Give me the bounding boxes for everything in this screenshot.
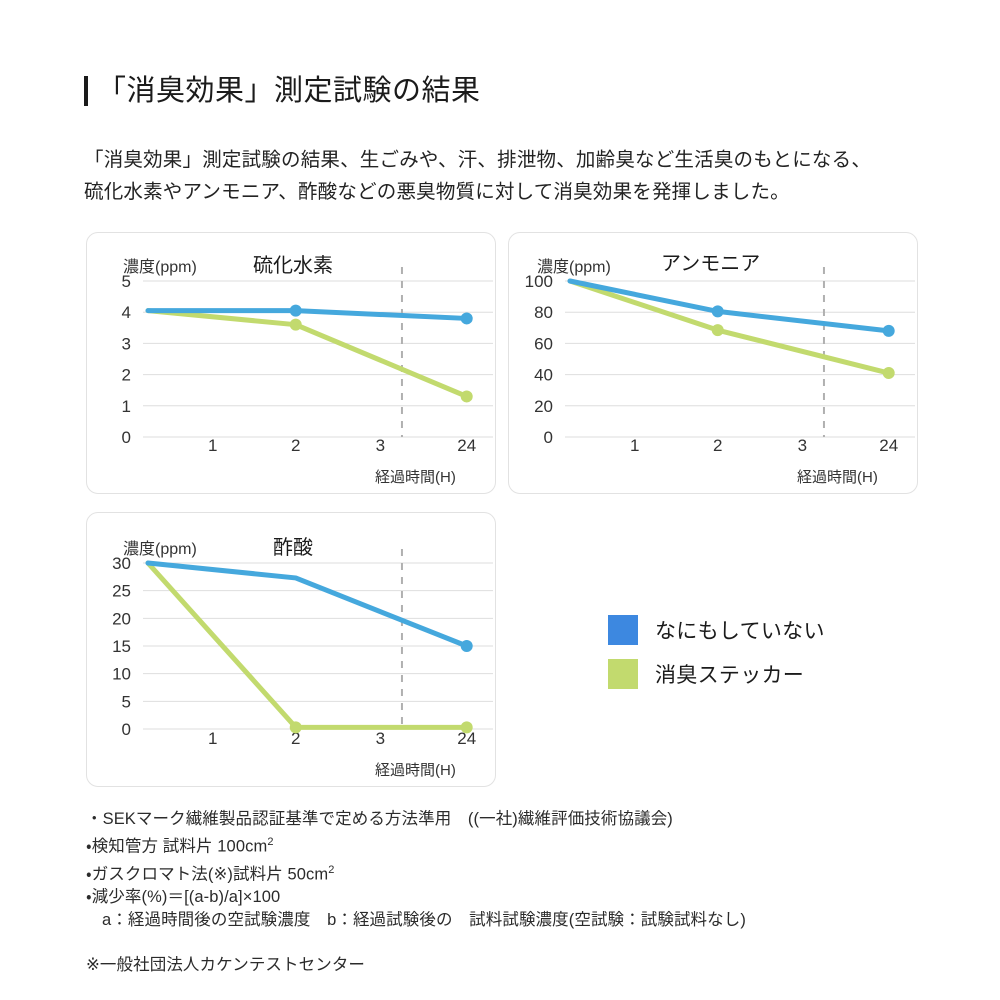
svg-text:40: 40	[534, 366, 553, 385]
svg-text:24: 24	[457, 729, 476, 748]
legend-label-untreated: なにもしていない	[655, 620, 825, 643]
svg-text:3: 3	[798, 436, 807, 455]
chart-legend: なにもしていない 消臭ステッカー	[608, 608, 825, 696]
legend-label-sticker: 消臭ステッカー	[655, 664, 805, 687]
intro-line-1: 「消臭効果」測定試験の結果、生ごみや、汗、排泄物、加齢臭など生活臭のもとになる、	[84, 149, 872, 171]
chart-title-acetic-acid: 酢酸	[273, 537, 313, 559]
chart-title-ammonia: アンモニア	[661, 253, 761, 275]
footnote-line-3: ・ガスクロマト法(※)試料片 50cm2	[86, 859, 966, 887]
chart-svg-ammonia: 0 20 40 60 80 100 1 2 3 24	[525, 267, 915, 455]
legend-item-sticker: 消臭ステッカー	[608, 652, 825, 696]
svg-text:24: 24	[879, 436, 898, 455]
svg-text:100: 100	[525, 272, 553, 291]
svg-text:25: 25	[112, 582, 131, 601]
chart-svg-acetic-acid: 0 5 10 15 20 25 30 1 2 3 24	[112, 549, 493, 748]
svg-text:0: 0	[544, 428, 553, 447]
svg-text:0: 0	[122, 720, 131, 739]
svg-text:2: 2	[291, 729, 300, 748]
chart-xlabel-acetic-acid: 経過時間(H)	[375, 762, 456, 779]
footnote-line-6: ※一般社団法人カケンテストセンター	[86, 956, 366, 974]
svg-text:0: 0	[122, 428, 131, 447]
svg-text:20: 20	[534, 397, 553, 416]
page-title: 「消臭効果」測定試験の結果	[84, 74, 481, 108]
svg-text:1: 1	[208, 436, 217, 455]
footnote-line-3-text: ・ガスクロマト法(※)試料片 50cm	[86, 865, 329, 883]
footnote-line-1: ・SEKマーク繊維製品認証基準で定める方法準用 ((一社)繊維評価技術協議会)	[86, 810, 673, 828]
svg-text:3: 3	[122, 334, 131, 353]
chart-ylabel-hydrogen-sulfide: 濃度(ppm)	[123, 259, 197, 276]
svg-text:2: 2	[713, 436, 722, 455]
svg-text:15: 15	[112, 637, 131, 656]
title-accent-bar	[84, 76, 88, 106]
footnotes: ・SEKマーク繊維製品認証基準で定める方法準用 ((一社)繊維評価技術協議会) …	[86, 808, 966, 977]
chart-panel-hydrogen-sulfide: 0 1 2 3 4 5 1 2 3 24 濃度(ppm) 硫化水素 経過時間(H)	[86, 232, 496, 494]
footnote-spacer	[86, 932, 966, 954]
svg-text:2: 2	[291, 436, 300, 455]
svg-text:20: 20	[112, 609, 131, 628]
chart-panel-acetic-acid: 0 5 10 15 20 25 30 1 2 3 24 濃度(ppm) 酢酸 経過時間(H)	[86, 512, 496, 787]
footnote-line-2: ・検知管方 試料片 100cm2	[86, 831, 966, 859]
chart-svg-hydrogen-sulfide: 0 1 2 3 4 5 1 2 3 24	[122, 267, 493, 455]
chart-xlabel-ammonia: 経過時間(H)	[797, 469, 878, 486]
svg-text:80: 80	[534, 303, 553, 322]
legend-swatch-sticker	[608, 659, 638, 689]
chart-title-hydrogen-sulfide: 硫化水素	[253, 255, 333, 277]
chart-panel-ammonia: 0 20 40 60 80 100 1 2 3 24 濃度(ppm) アンモニア 経過時間(H)	[508, 232, 918, 494]
svg-text:1: 1	[208, 729, 217, 748]
page-title-text: 「消臭効果」測定試験の結果	[97, 75, 481, 107]
footnote-line-5: a：経過時間後の空試験濃度 b：経過試験後の 試料試験濃度(空試験：試験試料なし…	[102, 911, 746, 929]
svg-text:3: 3	[376, 436, 385, 455]
svg-text:10: 10	[112, 665, 131, 684]
svg-text:1: 1	[630, 436, 639, 455]
legend-swatch-untreated	[608, 615, 638, 645]
svg-text:4: 4	[122, 303, 131, 322]
chart-ylabel-acetic-acid: 濃度(ppm)	[123, 541, 197, 558]
chart-ylabel-ammonia: 濃度(ppm)	[537, 259, 611, 276]
svg-text:5: 5	[122, 692, 131, 711]
intro-paragraph: 「消臭効果」測定試験の結果、生ごみや、汗、排泄物、加齢臭など生活臭のもとになる、…	[84, 144, 954, 208]
svg-text:24: 24	[457, 436, 476, 455]
footnote-line-4: ・減少率(%)＝[(a-b)/a]×100	[86, 888, 281, 906]
chart-xlabel-hydrogen-sulfide: 経過時間(H)	[375, 469, 456, 486]
svg-text:1: 1	[122, 397, 131, 416]
svg-text:3: 3	[376, 729, 385, 748]
footnote-line-3-sup: 2	[328, 863, 335, 876]
footnote-line-2-text: ・検知管方 試料片 100cm	[86, 837, 268, 856]
svg-text:30: 30	[112, 554, 131, 573]
svg-text:5: 5	[122, 272, 131, 291]
svg-text:2: 2	[122, 366, 131, 385]
svg-text:60: 60	[534, 334, 553, 353]
intro-line-2: 硫化水素やアンモニア、酢酸などの悪臭物質に対して消臭効果を発揮しました。	[84, 181, 790, 203]
footnote-line-2-sup: 2	[267, 836, 274, 848]
legend-item-untreated: なにもしていない	[608, 608, 825, 652]
